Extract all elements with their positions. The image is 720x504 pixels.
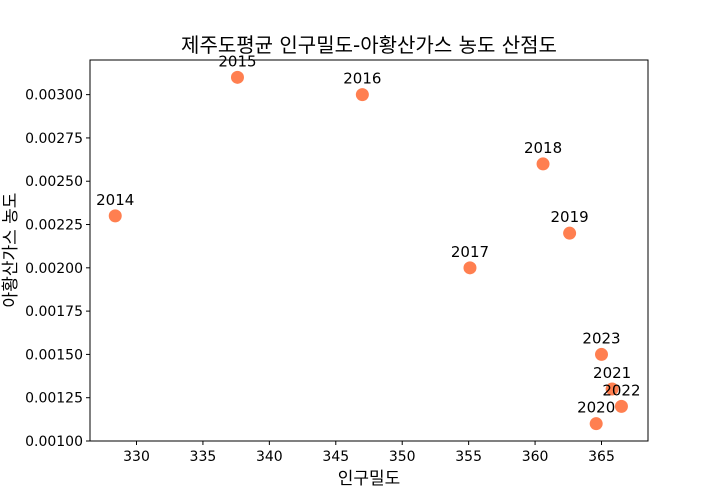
data-label-2019: 2019 <box>551 208 589 226</box>
plot-frame <box>89 59 649 442</box>
x-tick-label: 345 <box>322 449 349 465</box>
x-tick-label: 355 <box>455 449 482 465</box>
y-tick-label: 0.00100 <box>25 434 83 450</box>
data-point-2022 <box>614 399 628 413</box>
data-label-2014: 2014 <box>96 191 134 209</box>
data-point-2017 <box>463 261 477 275</box>
data-point-2014 <box>108 209 122 223</box>
x-tick-label: 340 <box>256 449 283 465</box>
y-axis: 0.00100 0.00125 0.00150 0.00175 0.00200 0.002… <box>25 88 90 450</box>
chart-title: 제주도평균 인구밀도-아황산가스 농도 산점도 <box>181 33 557 57</box>
data-label-2022: 2022 <box>602 381 640 399</box>
data-point-2019 <box>563 226 577 240</box>
data-point-2021 <box>605 382 619 396</box>
y-tick-label: 0.00150 <box>25 347 83 363</box>
y-tick-label: 0.00250 <box>25 174 83 190</box>
y-axis-label: 아황산가스 농도 <box>1 193 21 308</box>
y-tick-label: 0.00175 <box>25 304 83 320</box>
data-label-2020: 2020 <box>577 399 615 417</box>
x-axis: 330 335 340 345 350 355 360 365 <box>123 441 615 465</box>
data-label-2018: 2018 <box>524 139 562 157</box>
data-point-2020 <box>589 417 603 431</box>
data-point-2018 <box>536 157 550 171</box>
data-label-2021: 2021 <box>593 364 631 382</box>
x-tick-label: 365 <box>588 449 615 465</box>
x-axis-label: 인구밀도 <box>338 469 401 489</box>
x-tick-label: 330 <box>123 449 150 465</box>
data-point-2016 <box>355 88 369 102</box>
data-point-2023 <box>595 347 608 361</box>
y-tick-label: 0.00200 <box>25 261 83 277</box>
data-label-2023: 2023 <box>582 329 620 347</box>
x-tick-label: 335 <box>190 449 217 465</box>
y-tick-label: 0.00300 <box>25 88 83 104</box>
y-tick-label: 0.00125 <box>25 391 83 407</box>
data-point-2015 <box>230 70 244 84</box>
data-label-2017: 2017 <box>451 243 489 261</box>
y-tick-label: 0.00225 <box>25 218 83 234</box>
y-tick-label: 0.00275 <box>25 131 83 147</box>
x-tick-label: 360 <box>522 449 549 465</box>
data-label-2016: 2016 <box>343 70 381 88</box>
data-label-2015: 2015 <box>218 52 256 70</box>
x-tick-label: 350 <box>389 449 416 465</box>
